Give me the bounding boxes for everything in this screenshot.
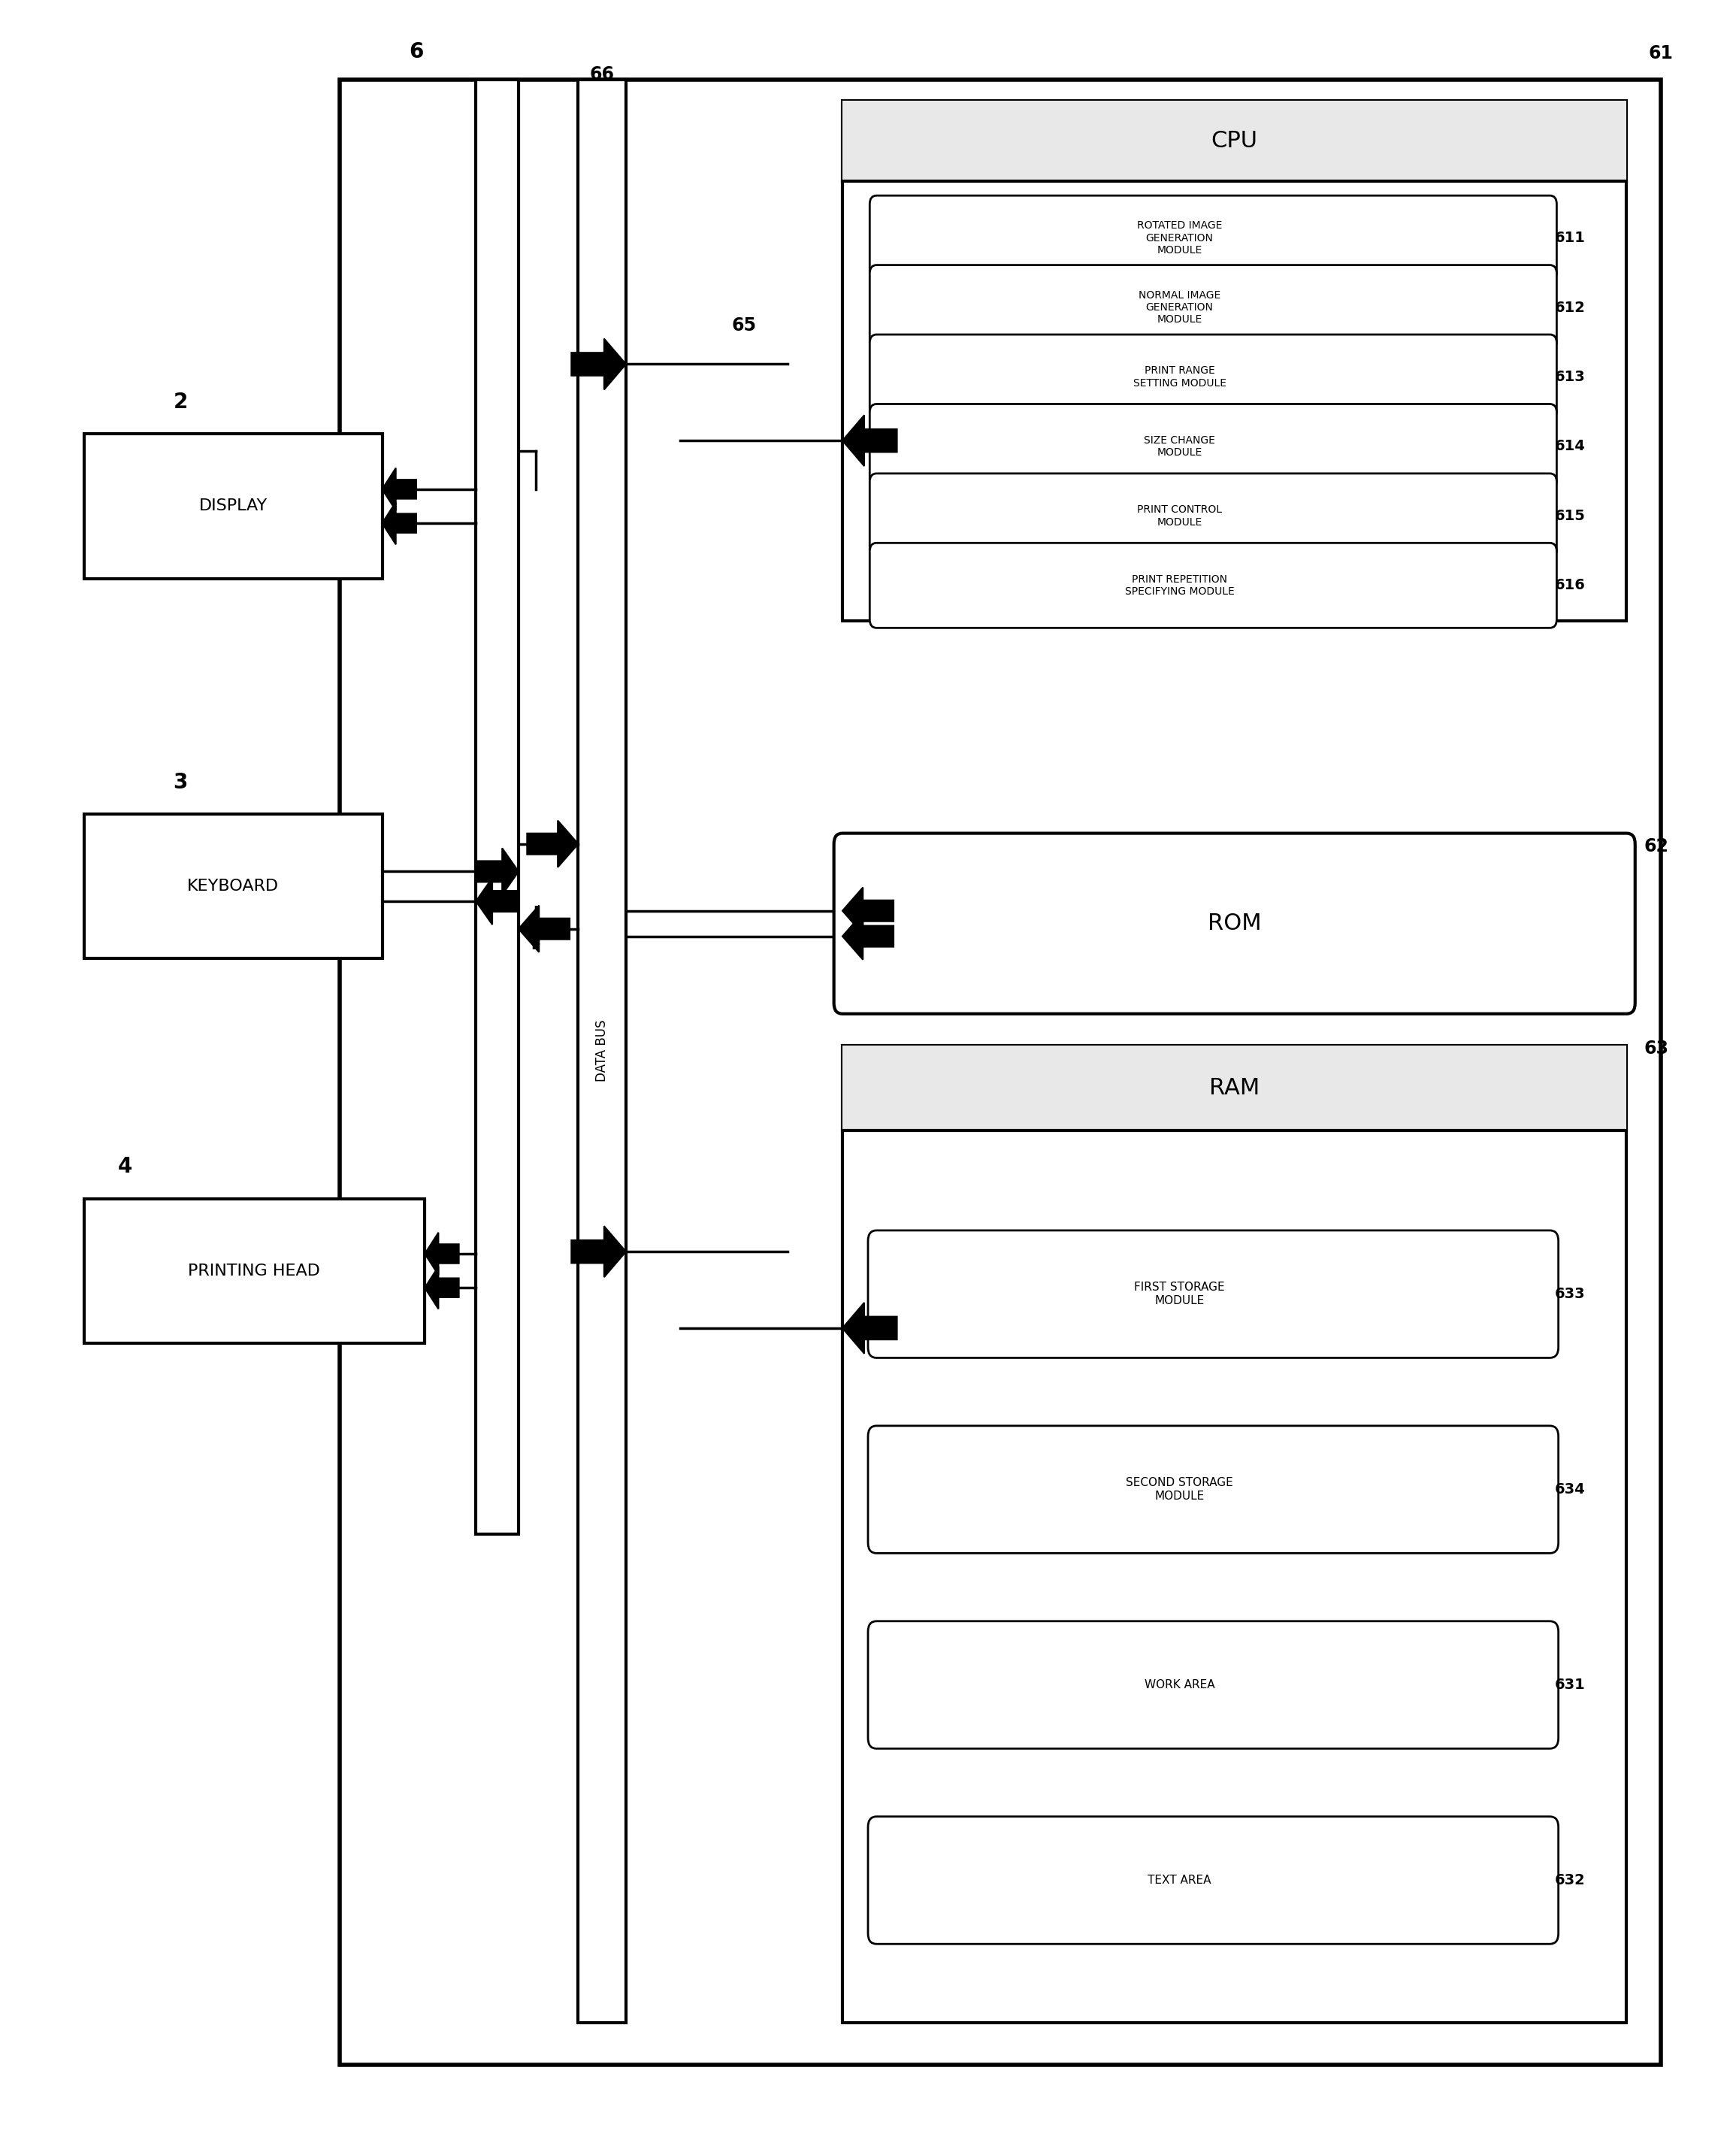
Text: 6: 6 xyxy=(410,41,424,62)
Polygon shape xyxy=(425,1267,458,1308)
Bar xyxy=(842,1045,1627,1131)
Text: 631: 631 xyxy=(1555,1679,1585,1692)
Text: 65: 65 xyxy=(731,317,757,334)
Bar xyxy=(842,101,1627,181)
Text: PRINT CONTROL
MODULE: PRINT CONTROL MODULE xyxy=(1137,504,1222,528)
Text: PRINTING HEAD: PRINTING HEAD xyxy=(187,1263,321,1278)
Text: CPU: CPU xyxy=(1212,129,1259,151)
Polygon shape xyxy=(477,849,519,894)
Text: DISPLAY: DISPLAY xyxy=(198,498,267,513)
Polygon shape xyxy=(382,468,417,511)
FancyBboxPatch shape xyxy=(870,474,1557,558)
Text: SIZE CHANGE
MODULE: SIZE CHANGE MODULE xyxy=(1144,435,1215,457)
Text: 614: 614 xyxy=(1555,440,1585,453)
Polygon shape xyxy=(519,905,569,953)
Text: 613: 613 xyxy=(1555,371,1585,384)
Text: WORK AREA: WORK AREA xyxy=(1144,1679,1215,1690)
FancyBboxPatch shape xyxy=(870,334,1557,420)
Polygon shape xyxy=(842,416,898,465)
Text: ROTATED IMAGE
GENERATION
MODULE: ROTATED IMAGE GENERATION MODULE xyxy=(1137,220,1222,256)
Bar xyxy=(340,80,1661,2064)
Text: RAM: RAM xyxy=(1210,1078,1260,1099)
Bar xyxy=(83,433,382,578)
Polygon shape xyxy=(571,338,627,390)
FancyBboxPatch shape xyxy=(870,265,1557,349)
Bar xyxy=(842,1045,1627,2024)
Text: TEXT AREA: TEXT AREA xyxy=(1147,1875,1212,1886)
Text: 615: 615 xyxy=(1555,509,1585,524)
FancyBboxPatch shape xyxy=(868,1427,1559,1554)
Text: SECOND STORAGE
MODULE: SECOND STORAGE MODULE xyxy=(1127,1478,1233,1502)
Polygon shape xyxy=(425,1233,458,1276)
Polygon shape xyxy=(382,502,417,545)
FancyBboxPatch shape xyxy=(833,834,1635,1013)
Text: 633: 633 xyxy=(1555,1287,1585,1302)
Bar xyxy=(842,101,1627,621)
Text: NORMAL IMAGE
GENERATION
MODULE: NORMAL IMAGE GENERATION MODULE xyxy=(1139,291,1220,325)
Text: 62: 62 xyxy=(1644,838,1668,856)
Polygon shape xyxy=(842,1302,898,1353)
Polygon shape xyxy=(476,877,517,924)
FancyBboxPatch shape xyxy=(868,1817,1559,1944)
Bar xyxy=(83,815,382,959)
FancyBboxPatch shape xyxy=(870,196,1557,280)
Text: 632: 632 xyxy=(1555,1873,1585,1888)
Text: 2: 2 xyxy=(174,392,187,414)
Text: ROM: ROM xyxy=(1208,912,1262,935)
Text: 63: 63 xyxy=(1644,1039,1668,1058)
Text: I
/
F: I / F xyxy=(531,905,540,953)
FancyBboxPatch shape xyxy=(868,1621,1559,1748)
Text: PRINT RANGE
SETTING MODULE: PRINT RANGE SETTING MODULE xyxy=(1134,366,1226,388)
Text: DATA BUS: DATA BUS xyxy=(595,1019,609,1082)
Text: 612: 612 xyxy=(1555,300,1585,315)
Text: 611: 611 xyxy=(1555,231,1585,246)
FancyBboxPatch shape xyxy=(868,1231,1559,1358)
Polygon shape xyxy=(842,914,894,959)
FancyBboxPatch shape xyxy=(870,543,1557,627)
Text: 634: 634 xyxy=(1555,1483,1585,1496)
FancyBboxPatch shape xyxy=(870,403,1557,489)
Text: 3: 3 xyxy=(174,771,187,793)
Bar xyxy=(578,80,627,2024)
Polygon shape xyxy=(842,888,894,933)
Text: PRINT REPETITION
SPECIFYING MODULE: PRINT REPETITION SPECIFYING MODULE xyxy=(1125,573,1234,597)
Text: 4: 4 xyxy=(118,1157,132,1177)
Text: KEYBOARD: KEYBOARD xyxy=(187,879,279,894)
Bar xyxy=(83,1198,425,1343)
Text: 66: 66 xyxy=(590,65,615,84)
Polygon shape xyxy=(528,821,578,866)
Bar xyxy=(476,80,519,1534)
Text: 61: 61 xyxy=(1649,45,1674,62)
Text: FIRST STORAGE
MODULE: FIRST STORAGE MODULE xyxy=(1134,1282,1226,1306)
Polygon shape xyxy=(571,1226,627,1278)
Text: 616: 616 xyxy=(1555,578,1585,593)
